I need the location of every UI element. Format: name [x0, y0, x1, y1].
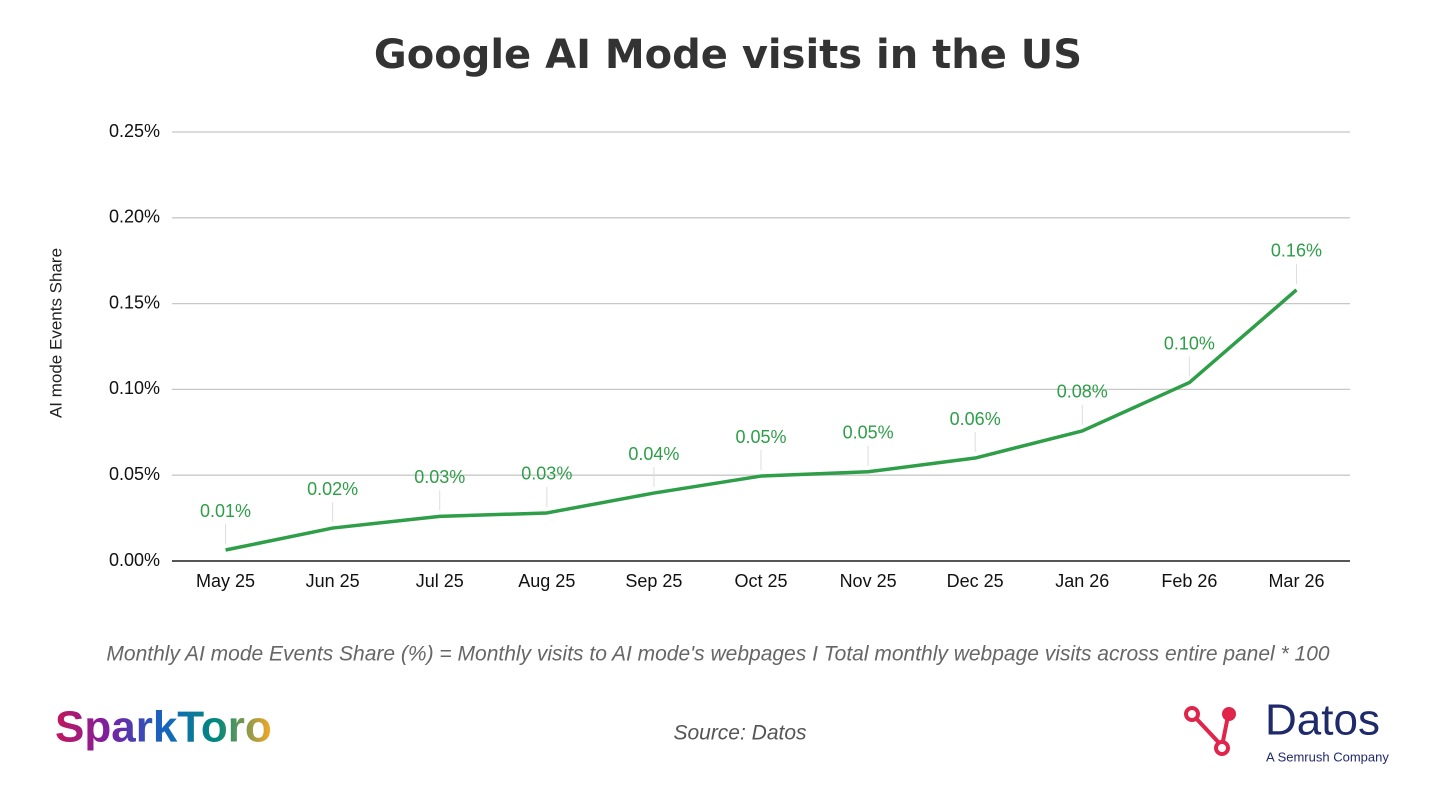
y-tick-label: 0.25%	[109, 121, 160, 141]
value-label: 0.03%	[521, 464, 572, 484]
y-tick-label: 0.20%	[109, 207, 160, 227]
value-label: 0.06%	[950, 409, 1001, 429]
x-tick-label: Oct 25	[734, 571, 787, 591]
footnote: Monthly AI mode Events Share (%) = Month…	[106, 643, 1330, 666]
y-tick-label: 0.15%	[109, 292, 160, 312]
value-label: 0.01%	[200, 501, 251, 521]
chart-title: Google AI Mode visits in the US	[374, 32, 1082, 78]
x-tick-label: Jan 26	[1055, 571, 1109, 591]
x-tick-label: May 25	[196, 571, 255, 591]
value-label: 0.08%	[1057, 382, 1108, 402]
y-tick-label: 0.10%	[109, 378, 160, 398]
value-label: 0.05%	[735, 427, 786, 447]
y-axis-label: AI mode Events Share	[46, 248, 65, 418]
value-label: 0.02%	[307, 479, 358, 499]
x-tick-label: Jun 25	[306, 571, 360, 591]
value-label: 0.03%	[414, 467, 465, 487]
value-label: 0.04%	[628, 444, 679, 464]
datos-logo: Datos	[1265, 696, 1380, 745]
y-tick-label: 0.00%	[109, 550, 160, 570]
value-label: 0.16%	[1271, 241, 1322, 261]
datos-icon	[1184, 706, 1236, 756]
value-label: 0.05%	[843, 423, 894, 443]
x-tick-label: Dec 25	[947, 571, 1004, 591]
x-tick-label: Sep 25	[625, 571, 682, 591]
datos-tagline: A Semrush Company	[1266, 749, 1389, 764]
sparktoro-logo: SparkToro	[55, 703, 272, 752]
x-tick-label: Jul 25	[416, 571, 464, 591]
value-label: 0.10%	[1164, 333, 1215, 353]
data-line	[225, 288, 1298, 552]
y-tick-label: 0.05%	[109, 464, 160, 484]
x-tick-label: Nov 25	[840, 571, 897, 591]
source: Source: Datos	[673, 722, 807, 745]
x-tick-label: Mar 26	[1268, 571, 1324, 591]
x-tick-label: Feb 26	[1161, 571, 1217, 591]
x-tick-label: Aug 25	[518, 571, 575, 591]
